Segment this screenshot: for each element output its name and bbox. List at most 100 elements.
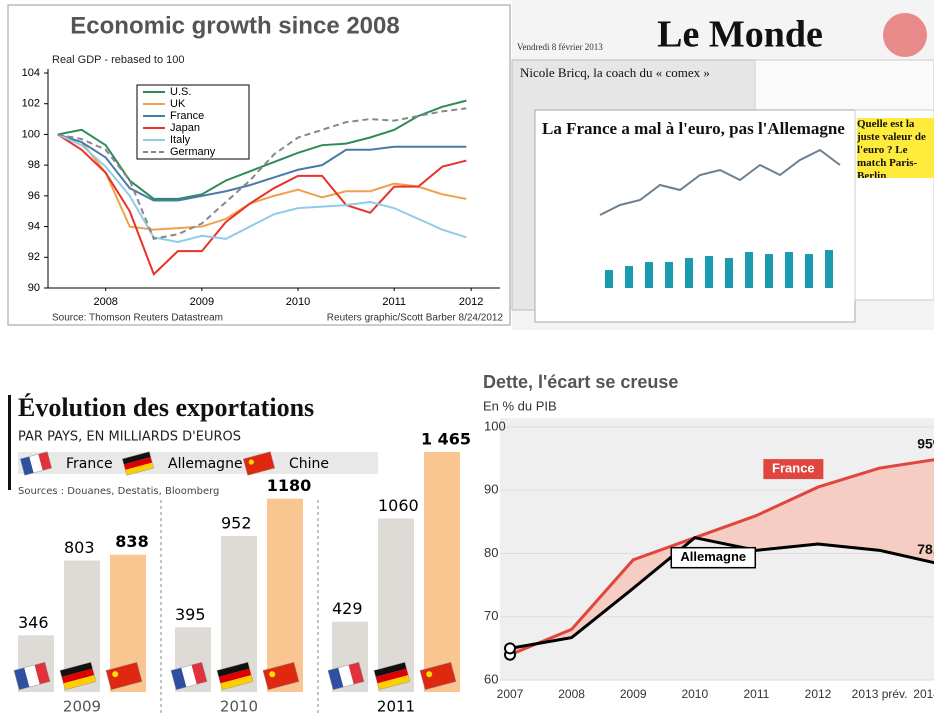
flag-stripe bbox=[61, 668, 95, 684]
x-tick-label: 2012 bbox=[805, 687, 832, 701]
flag-stripe bbox=[63, 675, 97, 690]
series-tag-bg bbox=[670, 546, 757, 569]
flag-icon bbox=[105, 661, 143, 691]
bar bbox=[378, 518, 414, 692]
flag-stripe bbox=[377, 675, 411, 690]
flag-stripe bbox=[123, 457, 153, 470]
panel-frame bbox=[7, 4, 511, 326]
flag-field bbox=[419, 662, 457, 690]
y-tick-label: 92 bbox=[28, 251, 40, 263]
masthead: Le Monde bbox=[657, 14, 823, 56]
y-tick-label: 100 bbox=[22, 128, 40, 140]
bar bbox=[424, 452, 460, 692]
flag-stripe bbox=[181, 664, 197, 688]
flag-stripe bbox=[29, 454, 43, 473]
flag-icon bbox=[373, 661, 411, 691]
bar bbox=[267, 498, 303, 692]
thumbnail-line bbox=[599, 148, 841, 216]
flag-icon bbox=[242, 451, 276, 476]
series-line bbox=[57, 133, 467, 202]
flag-icon bbox=[262, 661, 300, 691]
chart-title: Évolution des exportations bbox=[18, 393, 314, 422]
y-tick-label: 80 bbox=[484, 545, 498, 560]
flag-border bbox=[121, 451, 155, 476]
flag-icon bbox=[419, 661, 457, 691]
legend-label: Germany bbox=[170, 146, 216, 158]
series-line bbox=[509, 458, 934, 657]
value-label: 803 bbox=[64, 538, 95, 557]
y-tick-label: 102 bbox=[22, 98, 40, 110]
value-label: 1 465 bbox=[421, 430, 471, 449]
flag-icon bbox=[170, 661, 208, 691]
legend-label: Chine bbox=[289, 456, 329, 472]
page-top bbox=[754, 59, 934, 111]
series-line bbox=[57, 133, 467, 231]
flag-field bbox=[105, 662, 143, 690]
y-tick-label: 90 bbox=[484, 482, 498, 497]
x-tick-label: 2011 bbox=[382, 296, 406, 308]
y-tick-label: 60 bbox=[484, 671, 498, 686]
x-tick-label: 2014 prév. bbox=[913, 687, 934, 701]
series-tag: France bbox=[772, 461, 815, 476]
flag-border bbox=[19, 451, 53, 476]
flag-stripe bbox=[59, 662, 93, 677]
series-line bbox=[509, 536, 934, 650]
flag-icon bbox=[216, 661, 254, 691]
flag-border bbox=[59, 661, 97, 691]
flag-star bbox=[426, 671, 433, 678]
x-tick-label: 2013 prév. bbox=[852, 687, 908, 701]
legend-label: Allemagne bbox=[168, 456, 243, 472]
flag-stripe bbox=[24, 664, 40, 688]
legend-label: UK bbox=[170, 98, 186, 110]
y-tick-label: 70 bbox=[484, 608, 498, 623]
series-line bbox=[57, 133, 467, 276]
series-line bbox=[57, 107, 467, 240]
y-tick-label: 94 bbox=[28, 220, 40, 232]
date: Vendredi 8 février 2013 bbox=[517, 42, 603, 52]
value-label: 395 bbox=[175, 605, 206, 624]
flag-icon bbox=[13, 661, 51, 691]
flag-field bbox=[243, 451, 275, 476]
y-tick-label: 104 bbox=[22, 67, 40, 79]
badge bbox=[883, 13, 927, 57]
flag-stripe bbox=[218, 668, 252, 684]
flag-border bbox=[105, 661, 143, 691]
series-tag-bg bbox=[763, 459, 824, 480]
x-tick-label: 2007 bbox=[497, 687, 524, 701]
legend-label: Japan bbox=[170, 122, 200, 134]
series-line bbox=[57, 133, 467, 243]
x-tick-label: 2009 bbox=[63, 698, 101, 716]
sidebar: Quelle est la juste valeur de l'euro ? L… bbox=[857, 118, 934, 178]
flag-icon bbox=[327, 661, 365, 691]
flag-icon bbox=[19, 451, 53, 476]
value-label: 95% bbox=[917, 435, 934, 451]
value-label: 1060 bbox=[378, 496, 419, 515]
series-tag: Allemagne bbox=[680, 549, 746, 564]
flag-star bbox=[269, 671, 276, 678]
chart-subtitle: PAR PAYS, EN MILLIARDS D'EUROS bbox=[18, 430, 241, 445]
legend-label: France bbox=[170, 110, 204, 122]
y-tick-label: 90 bbox=[28, 282, 40, 294]
start-marker bbox=[504, 642, 516, 655]
gap-area bbox=[510, 459, 934, 655]
value-label: 952 bbox=[221, 514, 252, 533]
flag-icon bbox=[121, 451, 155, 476]
flag-star bbox=[248, 459, 254, 465]
flag-border bbox=[170, 661, 208, 691]
flag-border bbox=[242, 451, 276, 476]
flag-border bbox=[216, 661, 254, 691]
x-tick-label: 2011 bbox=[743, 687, 769, 701]
value-label: 429 bbox=[332, 599, 363, 618]
flag-stripe bbox=[122, 451, 151, 465]
chart-subtitle: Real GDP - rebased to 100 bbox=[52, 54, 184, 66]
flag-stripe bbox=[216, 662, 250, 677]
top-headline: Nicole Bricq, la coach du « comex » bbox=[520, 65, 710, 80]
flag-stripe bbox=[373, 662, 407, 677]
legend-label: U.S. bbox=[170, 86, 191, 98]
source: Sources : Douanes, Destatis, Bloomberg bbox=[18, 486, 219, 497]
x-tick-label: 2010 bbox=[286, 296, 310, 308]
flag-stripe bbox=[338, 664, 354, 688]
chart-subtitle: En % du PIB bbox=[483, 398, 557, 413]
